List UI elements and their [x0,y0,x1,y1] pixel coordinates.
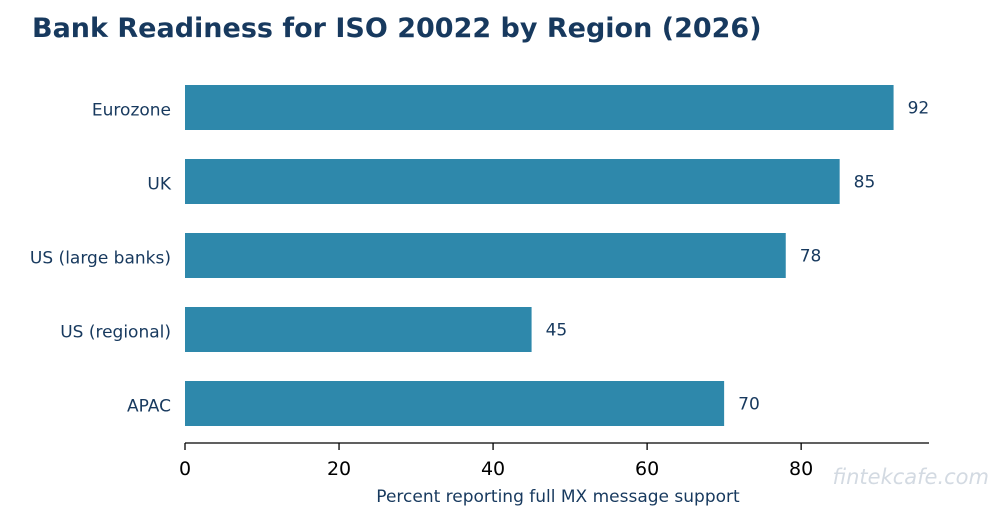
y-tick-label: Eurozone [92,101,171,121]
y-tick-label: APAC [127,397,171,417]
bar-value-label: 78 [800,247,822,267]
x-axis-label: Percent reporting full MX message suppor… [376,487,740,507]
x-axis-ticks: 0 20 40 60 80 [179,443,813,480]
bar-value-label: 85 [854,173,876,193]
y-tick-label: US (regional) [60,323,171,343]
bar [185,85,894,130]
bar-value-label: 45 [546,321,568,341]
x-tick-label: 40 [481,458,505,480]
y-tick-label: US (large banks) [30,249,171,269]
x-tick-label: 80 [789,458,813,480]
y-axis-labels: Eurozone UK US (large banks) US (regional) A… [30,101,172,417]
bar [185,381,725,426]
chart-title: Bank Readiness for ISO 20022 by Region (… [32,13,762,44]
x-tick-label: 0 [179,458,191,480]
x-tick-label: 20 [327,458,351,480]
bar [185,233,786,278]
bar [185,159,840,204]
x-tick-label: 60 [635,458,659,480]
bar-value-label: 70 [738,395,760,415]
bars-group [185,85,894,426]
value-labels-group: 92 85 78 45 70 [546,99,930,415]
bar-value-label: 92 [908,99,930,119]
bar [185,307,532,352]
watermark: fintekcafe.com [833,465,989,489]
y-tick-label: UK [147,175,171,195]
